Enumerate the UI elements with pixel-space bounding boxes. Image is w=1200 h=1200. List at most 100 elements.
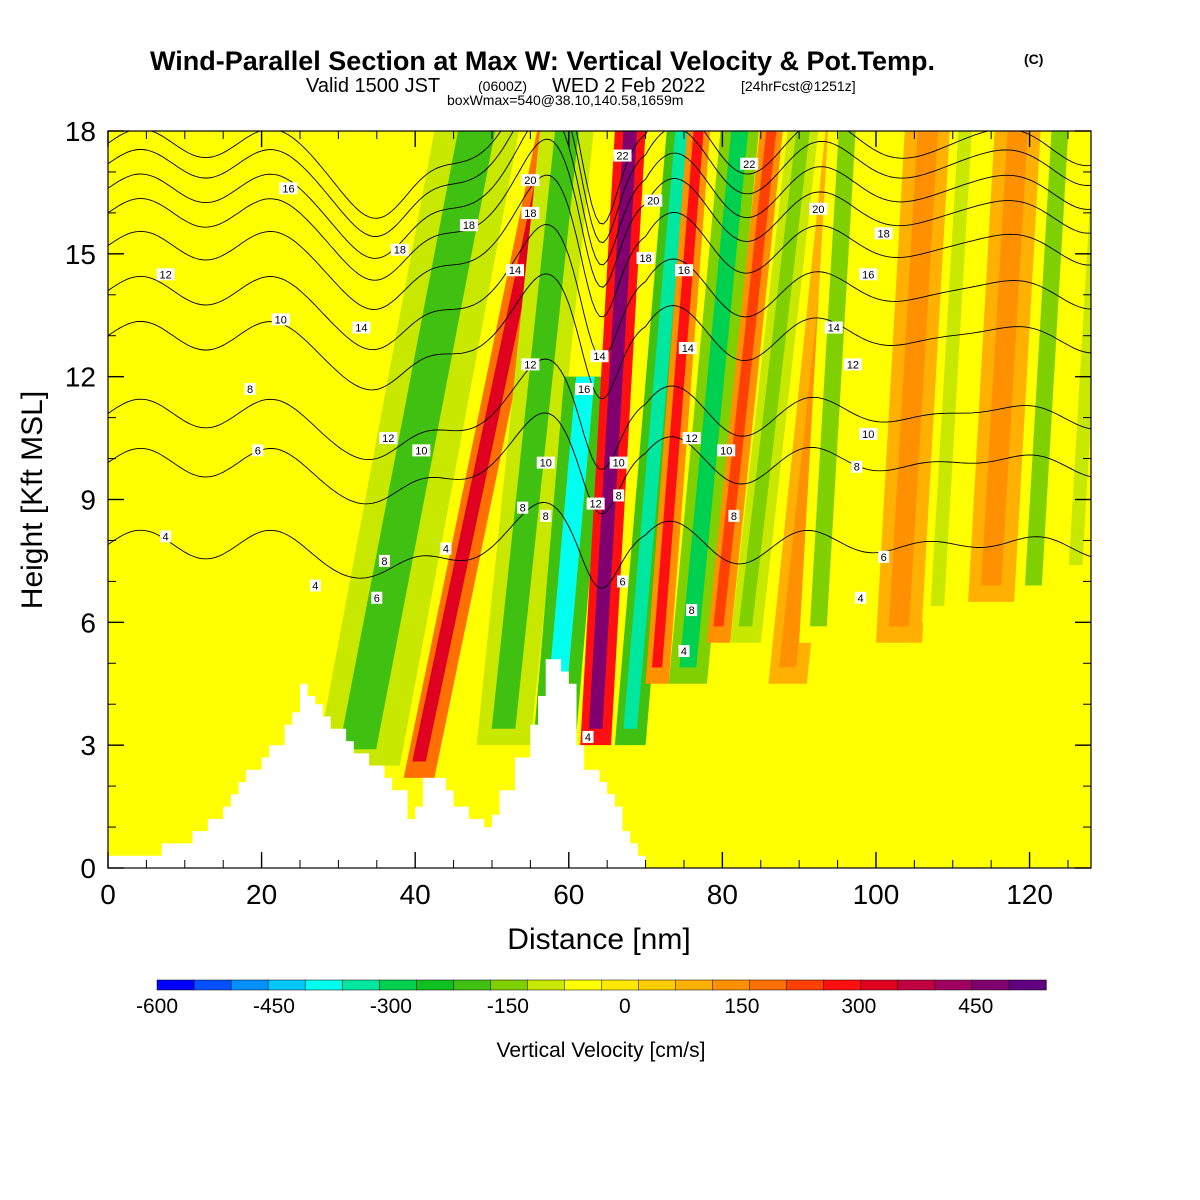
w-band-core-12 <box>888 131 938 627</box>
contour-label-44: 12 <box>847 359 859 371</box>
w-band-core-5 <box>623 131 689 729</box>
contour-label-28: 16 <box>678 265 690 277</box>
colorbar-swatch-7 <box>416 979 454 991</box>
vertical-velocity-field <box>315 131 1091 778</box>
colorbar-swatch-19 <box>860 979 899 991</box>
colorbar-swatch-6 <box>379 979 417 991</box>
x-tick-label-1: 20 <box>246 879 277 910</box>
contour-label-bg-19 <box>536 456 555 469</box>
contour-label-bg-4 <box>156 268 175 281</box>
contour-label-1: 6 <box>255 445 261 457</box>
contour-label-bg-48 <box>855 591 867 604</box>
contour-label-0: 4 <box>163 531 169 543</box>
contour-label-16: 18 <box>524 208 536 220</box>
w-band-core-11 <box>809 131 856 627</box>
contour-label-bg-7 <box>390 243 409 256</box>
contour-label-15: 20 <box>524 175 536 187</box>
y-axis-label: Height [Kft MSL] <box>16 391 49 609</box>
contour-label-bg-6 <box>279 182 298 195</box>
colorbar-swatch-0 <box>156 979 195 991</box>
contour-label-bg-31 <box>609 456 628 469</box>
contour-label-26: 20 <box>647 196 659 208</box>
w-band-core-1 <box>412 131 560 762</box>
contour-label-20: 8 <box>520 503 526 515</box>
contour-label-bg-16 <box>521 206 540 219</box>
w-band-core-8 <box>713 131 777 627</box>
contour-label-bg-1 <box>252 444 264 457</box>
contour-label-bg-21 <box>540 509 552 522</box>
box-info-label: boxWmax=540@38.10,140.58,1659m <box>447 92 683 108</box>
contour-label-40: 20 <box>812 204 824 216</box>
x-tick-label-0: 0 <box>100 879 116 910</box>
colorbar-swatch-20 <box>897 979 936 991</box>
colorbar-swatch-14 <box>675 979 714 991</box>
colorbar-swatch-22 <box>971 979 1010 991</box>
subtitle-line: Valid 1500 JST (0600Z) WED 2 Feb 2022 [2… <box>306 75 856 97</box>
contour-label-bg-0 <box>160 530 172 543</box>
contour-label-bg-40 <box>809 202 828 215</box>
x-tick-label-4: 80 <box>707 879 738 910</box>
contour-label-bg-5 <box>352 321 371 334</box>
contour-label-35: 4 <box>681 646 687 658</box>
contour-label-bg-44 <box>843 358 862 371</box>
theta-contour-4 <box>108 502 1091 589</box>
contour-label-bg-2 <box>244 382 256 395</box>
axis-ticks: 0 20 40 60 80 100 120 0 3 6 9 12 15 18 <box>65 116 1091 910</box>
y-tick-label-4: 12 <box>65 362 96 393</box>
contour-label-33: 6 <box>619 576 625 588</box>
theta-contour-14 <box>108 174 1091 318</box>
w-band-core-14 <box>981 131 1028 586</box>
contour-label-bg-9 <box>379 432 398 445</box>
x-tick-label-6: 120 <box>1006 879 1053 910</box>
contour-label-6: 16 <box>282 183 294 195</box>
contour-label-5: 14 <box>355 323 367 335</box>
contour-label-bg-26 <box>644 194 663 207</box>
colorbar: -600 -450 -300 -150 0 150 300 450 <box>136 979 1047 1018</box>
colorbar-swatch-3 <box>267 979 306 991</box>
colorbar-tick-label-3: -150 <box>487 995 529 1018</box>
contour-label-11: 8 <box>381 556 387 568</box>
contour-label-25: 22 <box>616 151 628 163</box>
colorbar-swatch-23 <box>1008 979 1047 991</box>
colorbar-swatch-1 <box>193 979 232 991</box>
contour-label-14: 4 <box>443 544 449 556</box>
contour-label-bg-37 <box>717 444 736 457</box>
contour-label-34: 8 <box>689 605 695 617</box>
contour-label-29: 14 <box>682 343 694 355</box>
forecast-label: [24hrFcst@1251z] <box>741 78 856 94</box>
contour-label-bg-32 <box>613 489 625 502</box>
colorbar-swatch-13 <box>638 979 677 991</box>
colorbar-swatch-15 <box>712 979 751 991</box>
contour-label-bg-33 <box>617 575 629 588</box>
contour-label-bg-3 <box>271 313 290 326</box>
contour-label-23: 12 <box>590 499 602 511</box>
contour-label-bg-18 <box>521 358 540 371</box>
colorbar-swatch-2 <box>230 979 269 991</box>
contour-label-bg-41 <box>874 227 893 240</box>
contour-label-bg-39 <box>740 157 759 170</box>
y-tick-label-0: 0 <box>80 853 96 884</box>
contour-label-8: 18 <box>463 220 475 232</box>
contour-label-38: 8 <box>731 511 737 523</box>
contour-label-27: 18 <box>639 253 651 265</box>
y-tick-label-3: 9 <box>80 485 96 516</box>
contour-label-22: 16 <box>578 384 590 396</box>
contour-label-42: 16 <box>862 269 874 281</box>
contour-labels: 4 6 8 10 12 14 16 18 18 12 10 8 6 4 4 20 18 14 12 10 8 8 16 12 1… <box>156 149 893 744</box>
contour-label-2: 8 <box>247 384 253 396</box>
contour-label-39: 22 <box>743 159 755 171</box>
y-tick-label-5: 15 <box>65 239 96 270</box>
colorbar-swatch-18 <box>823 979 862 991</box>
chart-title: Wind-Parallel Section at Max W: Vertical… <box>150 46 935 76</box>
contour-label-13: 4 <box>312 580 318 592</box>
contour-label-bg-15 <box>521 174 540 187</box>
contour-label-32: 8 <box>616 490 622 502</box>
contour-label-17: 14 <box>509 265 521 277</box>
colorbar-swatch-21 <box>934 979 973 991</box>
contour-label-bg-28 <box>674 264 693 277</box>
contour-label-45: 10 <box>862 429 874 441</box>
colorbar-swatch-16 <box>749 979 788 991</box>
contour-label-bg-13 <box>309 579 321 592</box>
valid-date-label: WED 2 Feb 2022 <box>552 75 705 97</box>
